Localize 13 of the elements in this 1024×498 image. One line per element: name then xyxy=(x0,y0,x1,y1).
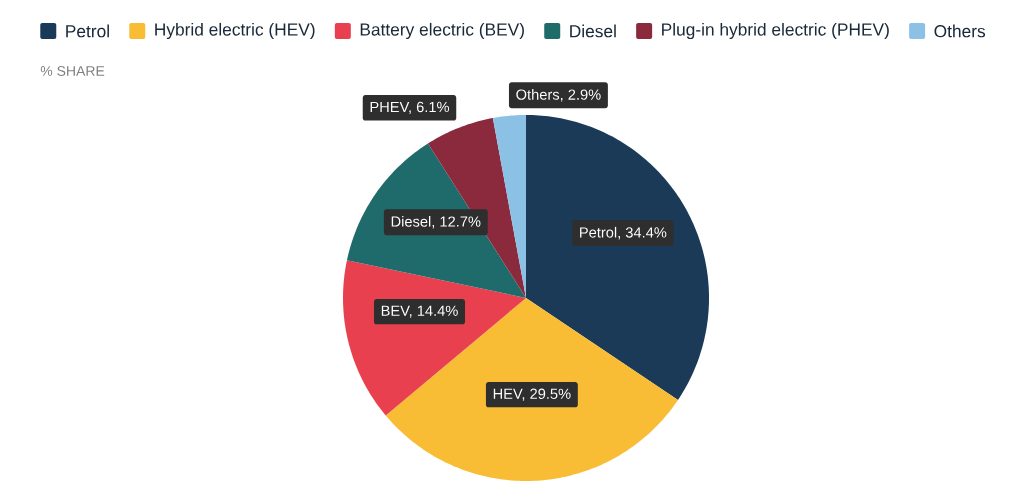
legend-label: Hybrid electric (HEV) xyxy=(155,22,315,40)
data-label: PHEV, 6.1% xyxy=(370,101,450,114)
data-label: Others, 2.9% xyxy=(516,89,601,102)
data-label: HEV, 29.5% xyxy=(493,388,571,401)
data-label: Diesel, 12.7% xyxy=(391,215,481,229)
legend-label: Diesel xyxy=(570,24,616,38)
legend-label: Petrol xyxy=(66,24,109,38)
data-label: Petrol, 34.4% xyxy=(580,226,667,240)
legend-label: Battery electric (BEV) xyxy=(360,22,524,40)
text: % SHARE xyxy=(40,66,105,76)
data-label: BEV, 14.4% xyxy=(381,305,458,318)
legend-label: Plug-in hybrid electric (PHEV) xyxy=(662,22,889,40)
legend-label: Others xyxy=(934,24,986,38)
